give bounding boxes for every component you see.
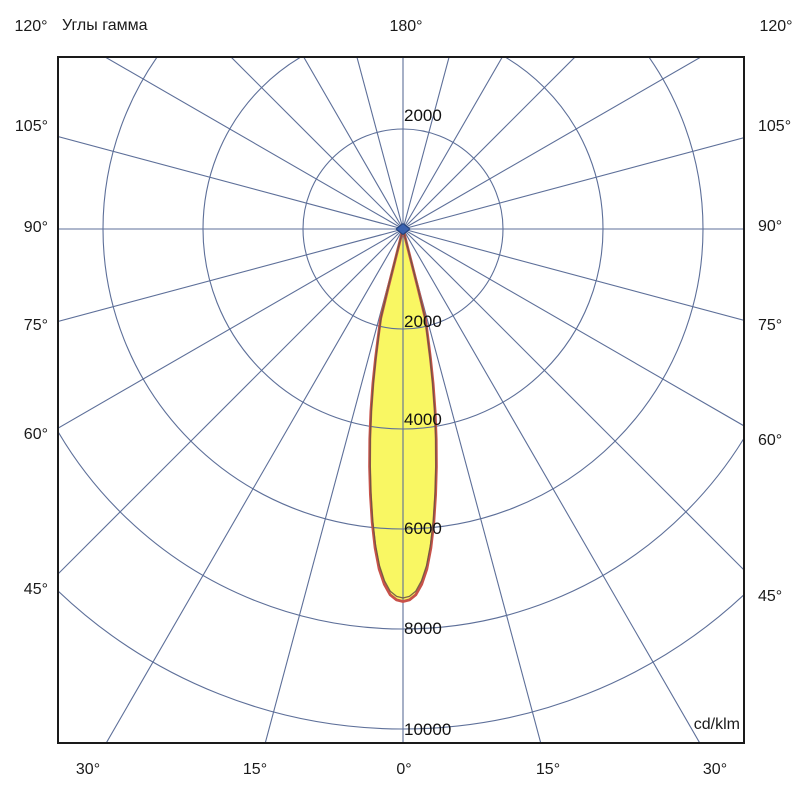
- angle-label-top-right: 120°: [759, 18, 793, 35]
- polar-ray-255: [59, 136, 404, 230]
- polar-ray-120: [402, 58, 701, 230]
- angle-label-bottom-0: 0°: [396, 761, 412, 778]
- polar-ray-195: [356, 58, 404, 230]
- pole-marker-icon: [395, 222, 411, 236]
- polar-ray-315: [59, 228, 404, 574]
- beam-inner-curve: [369, 228, 437, 599]
- ring-label-2000: 2000: [404, 312, 442, 331]
- polar-ray-210: [303, 58, 404, 230]
- angle-label-top-left: 120°: [14, 18, 48, 35]
- angle-label-right-75: 75°: [758, 317, 783, 334]
- angle-label-right-45: 45°: [758, 588, 783, 605]
- ring-label-2000-upper: 2000: [404, 106, 442, 125]
- ring-label-10000: 10000: [404, 720, 452, 739]
- polar-ray-240: [105, 58, 404, 230]
- polar-ray-150: [402, 58, 503, 230]
- ring-label-4000: 4000: [404, 410, 442, 429]
- polar-ray-15: [402, 228, 542, 742]
- angle-label-bottom-15r: 15°: [535, 761, 561, 778]
- polar-ray-345: [264, 228, 404, 742]
- polar-ray-135: [402, 58, 575, 230]
- ring-label-8000: 8000: [404, 619, 442, 638]
- angle-label-bottom-15l: 15°: [242, 761, 268, 778]
- polar-ray-165: [402, 58, 450, 230]
- polar-ray-285: [59, 228, 404, 322]
- angle-label-left-45: 45°: [23, 581, 48, 598]
- ring-label-6000: 6000: [404, 519, 442, 538]
- polar-ray-60: [402, 228, 743, 426]
- units-label: cd/klm: [693, 716, 740, 733]
- polar-ray-75: [402, 228, 743, 321]
- angle-label-right-90: 90°: [758, 218, 783, 235]
- angle-label-right-105: 105°: [758, 118, 792, 135]
- angle-label-bottom-30r: 30°: [702, 761, 728, 778]
- angle-label-bottom-30l: 30°: [75, 761, 101, 778]
- polar-ray-330: [106, 228, 404, 742]
- polar-ray-45: [402, 228, 743, 570]
- angle-label-left-75: 75°: [23, 317, 48, 334]
- polar-ray-225: [231, 58, 404, 230]
- polar-ray-300: [59, 228, 404, 429]
- angle-label-left-90: 90°: [23, 219, 48, 236]
- angle-label-top-center: 180°: [389, 18, 423, 35]
- polar-ray-30: [402, 228, 700, 742]
- chart-title: Углы гамма: [62, 17, 148, 34]
- angle-label-left-60: 60°: [23, 426, 48, 443]
- polar-ray-105: [402, 137, 743, 230]
- angle-label-right-60: 60°: [758, 432, 783, 449]
- angle-label-left-105: 105°: [14, 118, 48, 135]
- plot-border: [57, 56, 745, 744]
